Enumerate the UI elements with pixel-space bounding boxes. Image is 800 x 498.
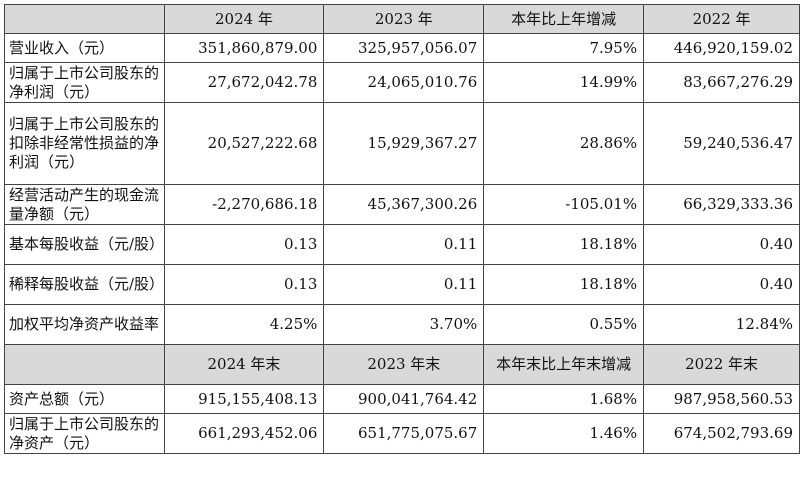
header-row-annual: 2024 年 2023 年 本年比上年增减 2022 年 — [4, 4, 800, 34]
row-label: 归属于上市公司股东的净利润（元） — [4, 62, 165, 103]
cell-2022: 446,920,159.02 — [643, 33, 800, 63]
header-cell-2024-end: 2024 年末 — [163, 344, 325, 385]
header-cell-2023-end: 2023 年末 — [323, 344, 485, 385]
row-label: 资产总额（元） — [4, 384, 165, 414]
cell-change: 18.18% — [483, 264, 645, 305]
header-corner-cell-year-end — [4, 344, 165, 385]
cell-change: 28.86% — [483, 102, 645, 185]
table-row: 稀释每股收益（元/股） 0.13 0.11 18.18% 0.40 — [4, 264, 800, 305]
header-cell-2024: 2024 年 — [163, 4, 325, 34]
cell-2023: 3.70% — [323, 304, 485, 345]
cell-2023: 325,957,056.07 — [323, 33, 485, 63]
cell-2022: 66,329,333.36 — [643, 184, 800, 225]
cell-2022: 0.40 — [643, 264, 800, 305]
header-cell-change: 本年比上年增减 — [483, 4, 645, 34]
cell-change-end: 1.46% — [483, 413, 645, 454]
table-row: 经营活动产生的现金流量净额（元） -2,270,686.18 45,367,30… — [4, 184, 800, 225]
header-corner-cell — [4, 4, 165, 34]
cell-2022: 0.40 — [643, 224, 800, 265]
cell-2024-end: 915,155,408.13 — [163, 384, 325, 414]
cell-2023: 0.11 — [323, 264, 485, 305]
cell-2023-end: 900,041,764.42 — [323, 384, 485, 414]
cell-2023-end: 651,775,075.67 — [323, 413, 485, 454]
cell-change-end: 1.68% — [483, 384, 645, 414]
header-cell-2022-end: 2022 年末 — [643, 344, 800, 385]
cell-2022: 12.84% — [643, 304, 800, 345]
cell-2023: 24,065,010.76 — [323, 62, 485, 103]
cell-2022-end: 674,502,793.69 — [643, 413, 800, 454]
row-label: 营业收入（元） — [4, 33, 165, 63]
header-row-year-end: 2024 年末 2023 年末 本年末比上年末增减 2022 年末 — [4, 344, 800, 385]
cell-change: -105.01% — [483, 184, 645, 225]
cell-2024: 351,860,879.00 — [163, 33, 325, 63]
table-row: 资产总额（元） 915,155,408.13 900,041,764.42 1.… — [4, 384, 800, 414]
cell-2024: 0.13 — [163, 264, 325, 305]
row-label: 经营活动产生的现金流量净额（元） — [4, 184, 165, 225]
cell-2022-end: 987,958,560.53 — [643, 384, 800, 414]
table-row: 基本每股收益（元/股） 0.13 0.11 18.18% 0.40 — [4, 224, 800, 265]
financial-summary-table: 2024 年 2023 年 本年比上年增减 2022 年 营业收入（元） 351… — [4, 4, 800, 454]
row-label: 归属于上市公司股东的净资产（元） — [4, 413, 165, 454]
cell-2022: 59,240,536.47 — [643, 102, 800, 185]
row-label: 稀释每股收益（元/股） — [4, 264, 165, 305]
cell-2024: 27,672,042.78 — [163, 62, 325, 103]
table-row: 归属于上市公司股东的扣除非经常性损益的净利润（元） 20,527,222.68 … — [4, 102, 800, 185]
cell-change: 0.55% — [483, 304, 645, 345]
financial-summary-sheet: 2024 年 2023 年 本年比上年增减 2022 年 营业收入（元） 351… — [4, 4, 800, 454]
cell-2023: 45,367,300.26 — [323, 184, 485, 225]
header-cell-2023: 2023 年 — [323, 4, 485, 34]
cell-change: 18.18% — [483, 224, 645, 265]
cell-2023: 0.11 — [323, 224, 485, 265]
cell-change: 7.95% — [483, 33, 645, 63]
cell-2024-end: 661,293,452.06 — [163, 413, 325, 454]
row-label: 加权平均净资产收益率 — [4, 304, 165, 345]
table-row: 归属于上市公司股东的净利润（元） 27,672,042.78 24,065,01… — [4, 62, 800, 103]
table-row: 归属于上市公司股东的净资产（元） 661,293,452.06 651,775,… — [4, 413, 800, 454]
table-row: 加权平均净资产收益率 4.25% 3.70% 0.55% 12.84% — [4, 304, 800, 345]
row-label: 基本每股收益（元/股） — [4, 224, 165, 265]
cell-2023: 15,929,367.27 — [323, 102, 485, 185]
table-row: 营业收入（元） 351,860,879.00 325,957,056.07 7.… — [4, 33, 800, 63]
cell-2022: 83,667,276.29 — [643, 62, 800, 103]
header-cell-2022: 2022 年 — [643, 4, 800, 34]
header-cell-change-end: 本年末比上年末增减 — [483, 344, 645, 385]
cell-change: 14.99% — [483, 62, 645, 103]
cell-2024: 20,527,222.68 — [163, 102, 325, 185]
row-label: 归属于上市公司股东的扣除非经常性损益的净利润（元） — [4, 102, 165, 185]
cell-2024: 0.13 — [163, 224, 325, 265]
cell-2024: 4.25% — [163, 304, 325, 345]
cell-2024: -2,270,686.18 — [163, 184, 325, 225]
